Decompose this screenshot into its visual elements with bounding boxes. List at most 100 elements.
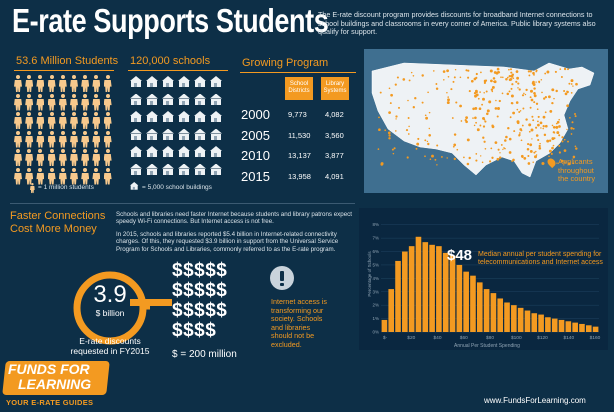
applicant-dot xyxy=(459,76,462,79)
school-icon xyxy=(178,76,190,87)
applicant-dot xyxy=(475,153,478,155)
applicant-dot xyxy=(544,72,547,75)
school-icon xyxy=(130,163,142,175)
applicant-dot xyxy=(502,148,504,151)
school-icon xyxy=(162,128,174,140)
us-map xyxy=(364,49,608,193)
person-icon xyxy=(47,130,56,148)
applicant-dot xyxy=(539,142,541,145)
applicant-dot xyxy=(572,155,576,159)
discount-caption-line2: requested in FY2015 xyxy=(70,346,150,356)
chart-bar xyxy=(572,322,578,332)
applicant-dot xyxy=(447,96,449,98)
applicant-dot xyxy=(451,117,454,119)
chart-y-tick: 6% xyxy=(372,249,379,254)
applicant-dot xyxy=(536,108,539,111)
applicant-dot xyxy=(512,111,516,115)
applicant-dot xyxy=(521,124,524,127)
applicant-dot xyxy=(569,116,571,119)
person-icon xyxy=(92,112,101,129)
applicant-dot xyxy=(529,149,533,153)
applicant-dot xyxy=(510,87,513,90)
applicant-dot xyxy=(480,71,482,74)
applicant-dot xyxy=(484,147,487,150)
applicant-dot xyxy=(523,157,527,160)
applicant-dot xyxy=(555,122,558,125)
internet-note: Internet access is transforming our soci… xyxy=(271,297,327,349)
applicant-dot xyxy=(408,125,410,128)
applicant-dot xyxy=(525,88,528,92)
applicant-dot xyxy=(543,97,546,100)
applicant-dot xyxy=(488,100,492,104)
applicant-dot xyxy=(516,120,520,124)
applicant-dot xyxy=(539,121,543,125)
person-icon xyxy=(70,93,78,111)
applicant-dot xyxy=(507,126,510,130)
chart-bar xyxy=(531,313,538,332)
applicant-dot xyxy=(572,127,575,130)
person-icon xyxy=(70,149,78,166)
logo-line2: LEARNING xyxy=(18,376,92,392)
applicant-dot xyxy=(484,120,487,123)
applicant-dot xyxy=(504,139,507,142)
applicant-dot xyxy=(572,85,574,87)
applicant-dot xyxy=(474,106,478,110)
applicant-dot xyxy=(446,92,448,94)
school-icon xyxy=(162,111,174,122)
chart-x-tick: $120 xyxy=(537,335,548,341)
school-icon xyxy=(194,111,206,122)
applicant-dot xyxy=(532,71,535,75)
applicant-dot xyxy=(464,118,467,122)
chart-bar xyxy=(511,305,517,332)
school-icon xyxy=(178,93,190,105)
applicant-dot xyxy=(527,143,530,146)
person-icon xyxy=(25,130,34,148)
applicant-dot xyxy=(520,139,523,142)
applicant-dot xyxy=(489,160,492,163)
applicant-dot xyxy=(425,116,428,120)
website-link[interactable]: www.FundsForLearning.com xyxy=(484,396,586,405)
chart-bar xyxy=(551,318,558,332)
person-icon xyxy=(70,167,78,185)
person-icon xyxy=(47,75,56,92)
spending-chart-svg: 0% 1% 2% 3% 4% 5% 6% 7% 8% $- $20 $40 $60 $80 $100 $12… xyxy=(367,222,601,349)
applicant-dot xyxy=(443,79,445,81)
chart-bar xyxy=(422,242,429,332)
person-icon xyxy=(14,130,22,148)
faster-heading: Faster Connections Cost More Money xyxy=(10,210,105,236)
person-icon xyxy=(81,130,90,148)
person-icon xyxy=(81,75,90,92)
person-icon xyxy=(47,167,56,185)
applicant-dot xyxy=(434,158,437,161)
applicant-dot xyxy=(558,134,561,137)
growth-libraries-value: 3,560 xyxy=(325,130,344,140)
applicant-dot xyxy=(517,82,520,85)
person-icon xyxy=(14,112,22,129)
applicant-dot xyxy=(570,92,573,94)
applicant-dot xyxy=(550,152,553,155)
growth-districts-value: 13,137 xyxy=(288,151,311,160)
applicant-dot xyxy=(428,127,431,130)
applicant-dot xyxy=(542,127,544,130)
applicant-dot xyxy=(566,128,568,131)
applicant-dot xyxy=(511,83,514,86)
applicant-dot xyxy=(535,134,539,137)
applicant-dot xyxy=(563,138,566,141)
person-icon xyxy=(25,112,34,129)
applicant-dot xyxy=(456,148,459,151)
chart-bar xyxy=(545,317,551,332)
school-icon xyxy=(210,76,222,87)
discount-unit: $ billion xyxy=(95,308,125,318)
chart-y-tick: 8% xyxy=(372,222,379,227)
applicant-dot xyxy=(427,142,430,146)
applicant-dot xyxy=(496,67,500,71)
spending-chart: 0% 1% 2% 3% 4% 5% 6% 7% 8% $- $20 $40 $60 $80 $100 $12… xyxy=(359,208,608,350)
chart-bar xyxy=(565,321,572,332)
chart-x-tick: $100 xyxy=(511,335,522,341)
applicant-dot xyxy=(483,81,486,84)
applicant-dot xyxy=(498,99,501,103)
applicant-dot xyxy=(467,76,470,79)
applicant-dot xyxy=(460,120,463,122)
school-icon xyxy=(162,76,174,87)
applicant-dot xyxy=(511,160,513,163)
